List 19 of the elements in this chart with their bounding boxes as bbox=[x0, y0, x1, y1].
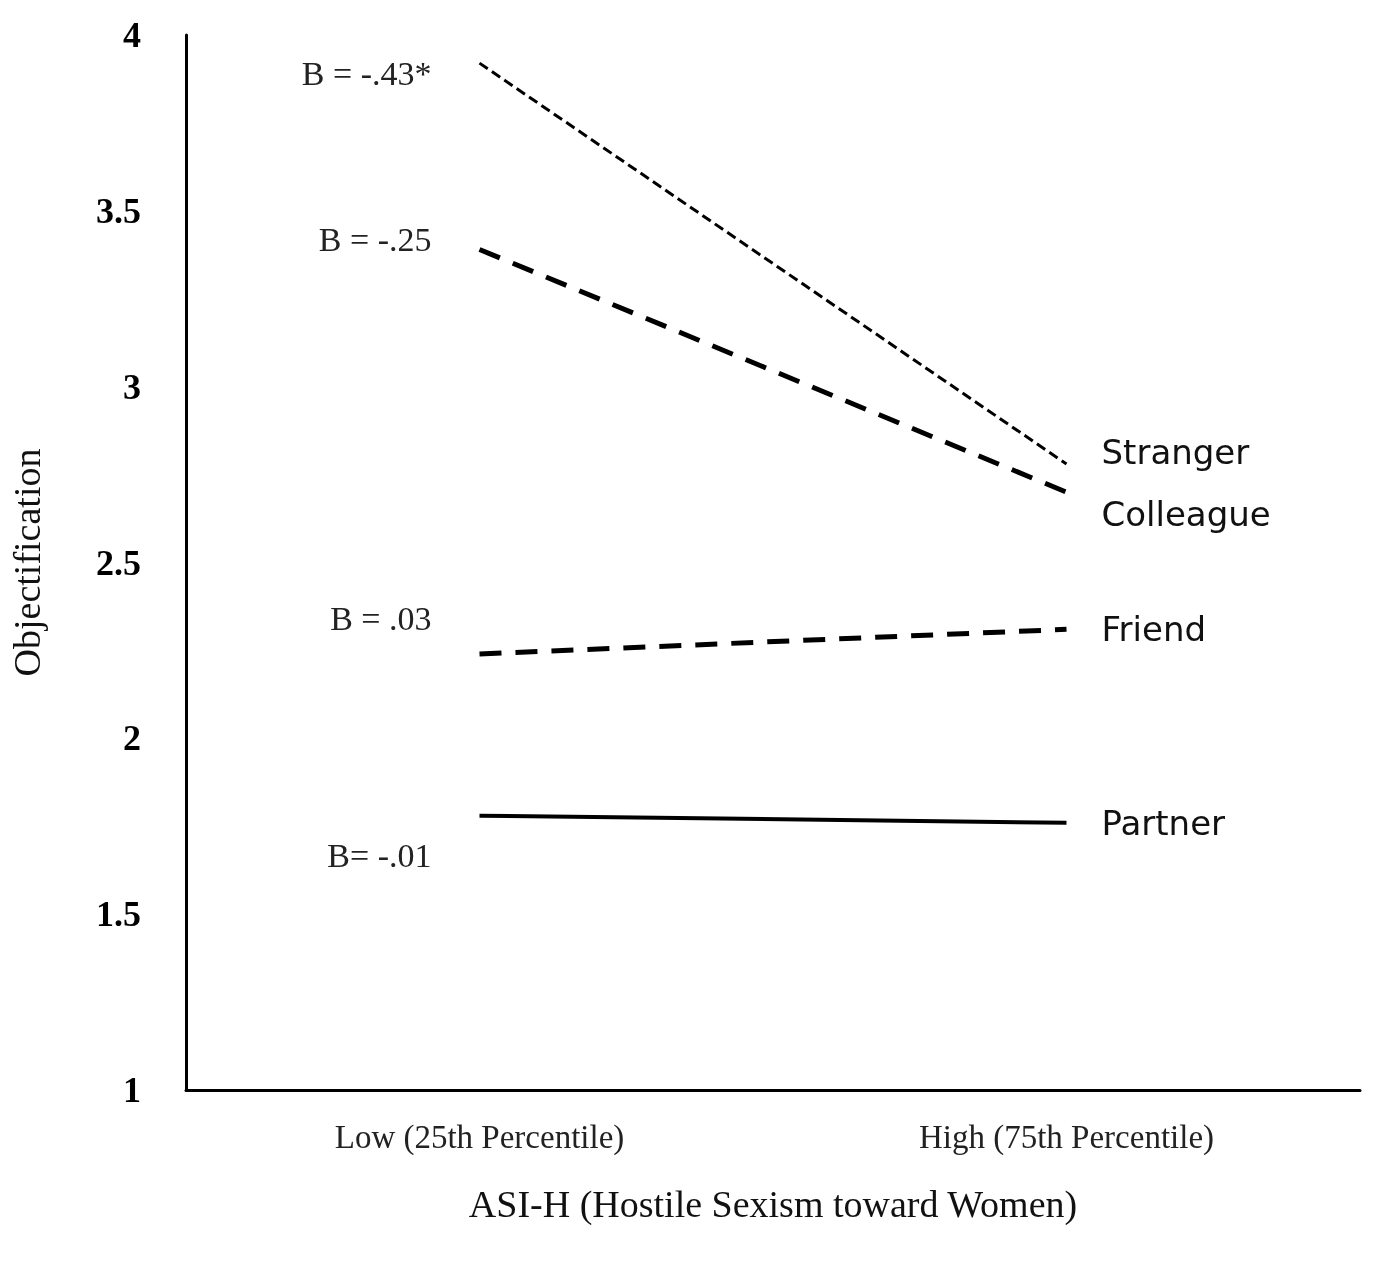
y-tick-label: 4 bbox=[123, 15, 141, 55]
x-axis-title: ASI-H (Hostile Sexism toward Women) bbox=[468, 1183, 1078, 1226]
series-label: Friend bbox=[1101, 609, 1207, 650]
annotation: B = .03 bbox=[330, 600, 432, 638]
x-tick-label: Low (25th Percentile) bbox=[334, 1118, 625, 1156]
x-tick-label: High (75th Percentile) bbox=[918, 1118, 1215, 1156]
series-label: Partner bbox=[1101, 802, 1226, 843]
series-label: Colleague bbox=[1101, 494, 1271, 535]
y-axis-title: Objectification bbox=[6, 448, 48, 677]
annotation: B = -.43* bbox=[301, 54, 432, 92]
y-tick-label: 2.5 bbox=[96, 542, 141, 583]
annotation: B= -.01 bbox=[327, 837, 432, 875]
y-tick-label: 2 bbox=[123, 718, 141, 759]
series-label: Stranger bbox=[1101, 432, 1250, 473]
y-tick-label: 3 bbox=[123, 366, 141, 407]
y-tick-label: 3.5 bbox=[96, 190, 141, 231]
y-tick-label: 1.5 bbox=[96, 894, 141, 935]
annotation: B = -.25 bbox=[318, 221, 432, 259]
y-tick-label: 1 bbox=[123, 1070, 141, 1110]
